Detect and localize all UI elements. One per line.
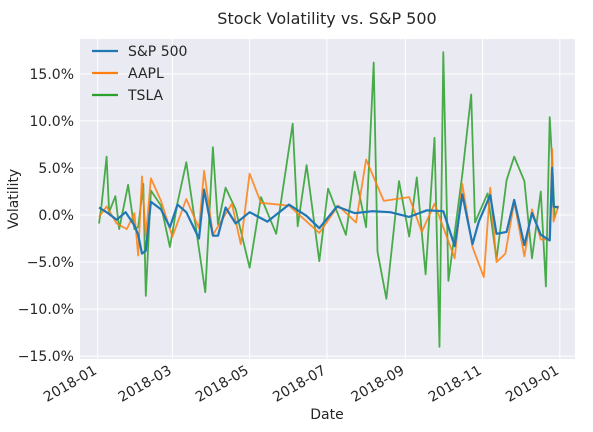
y-tick-label: −15.0%: [18, 349, 74, 365]
y-tick-label: 5.0%: [38, 161, 74, 177]
y-tick-label: 0.0%: [38, 208, 74, 224]
x-tick-label: 2018-11: [426, 363, 485, 406]
y-tick-label: −10.0%: [18, 302, 74, 318]
x-tick-label: 2018-01: [41, 363, 100, 406]
y-tick-label: 15.0%: [30, 67, 74, 83]
x-tick-label: 2018-09: [349, 363, 408, 406]
x-tick-label: 2018-07: [270, 363, 329, 406]
x-tick-label: 2018-05: [193, 363, 252, 406]
x-axis-ticks: 2018-01 2018-03 2018-05 2018-07 2018-09 2018-…: [41, 363, 562, 406]
x-tick-label: 2019-01: [503, 363, 562, 406]
x-axis-label: Date: [310, 407, 343, 423]
legend-label: TSLA: [127, 88, 164, 104]
y-tick-label: −5.0%: [27, 255, 74, 271]
y-tick-label: 10.0%: [30, 114, 74, 130]
y-axis-label: Volatility: [6, 169, 22, 229]
x-tick-label: 2018-03: [116, 363, 175, 406]
legend-label: AAPL: [128, 66, 164, 82]
y-axis-ticks: −15.0% −10.0% −5.0% 0.0% 5.0% 10.0% 15.0%: [18, 67, 74, 365]
legend-label: S&P 500: [128, 44, 187, 60]
chart-title: Stock Volatility vs. S&P 500: [217, 9, 436, 28]
